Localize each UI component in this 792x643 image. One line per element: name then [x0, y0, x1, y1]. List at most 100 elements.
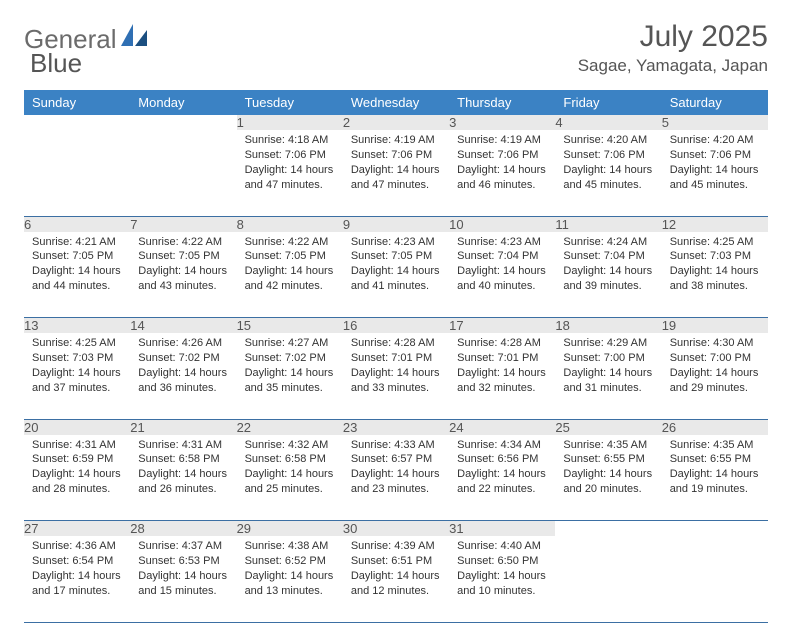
- day-number-cell: 28: [130, 521, 236, 537]
- day-number-cell: [130, 115, 236, 130]
- daylight-line: Daylight: 14 hours and 31 minutes.: [563, 366, 653, 396]
- daylight-line: Daylight: 14 hours and 39 minutes.: [563, 264, 653, 294]
- day-detail-cell: Sunrise: 4:19 AMSunset: 7:06 PMDaylight:…: [343, 130, 449, 216]
- day-detail-cell: Sunrise: 4:29 AMSunset: 7:00 PMDaylight:…: [555, 333, 661, 419]
- sunrise-line: Sunrise: 4:35 AM: [563, 438, 653, 453]
- day-detail-cell: Sunrise: 4:31 AMSunset: 6:59 PMDaylight:…: [24, 435, 130, 521]
- logo-word-2: Blue: [30, 48, 82, 79]
- day-detail-cell: Sunrise: 4:25 AMSunset: 7:03 PMDaylight:…: [24, 333, 130, 419]
- daylight-line: Daylight: 14 hours and 41 minutes.: [351, 264, 441, 294]
- sunset-line: Sunset: 7:04 PM: [457, 249, 547, 264]
- daylight-line: Daylight: 14 hours and 47 minutes.: [245, 163, 335, 193]
- daylight-line: Daylight: 14 hours and 19 minutes.: [670, 467, 760, 497]
- day-detail-cell: Sunrise: 4:18 AMSunset: 7:06 PMDaylight:…: [237, 130, 343, 216]
- day-detail-cell: Sunrise: 4:28 AMSunset: 7:01 PMDaylight:…: [449, 333, 555, 419]
- day-details: Sunrise: 4:23 AMSunset: 7:05 PMDaylight:…: [343, 232, 449, 300]
- sunrise-line: Sunrise: 4:29 AM: [563, 336, 653, 351]
- sunrise-line: Sunrise: 4:33 AM: [351, 438, 441, 453]
- sunset-line: Sunset: 6:59 PM: [32, 452, 122, 467]
- sunset-line: Sunset: 6:52 PM: [245, 554, 335, 569]
- sunrise-line: Sunrise: 4:30 AM: [670, 336, 760, 351]
- day-number-cell: 17: [449, 318, 555, 334]
- daylight-line: Daylight: 14 hours and 23 minutes.: [351, 467, 441, 497]
- day-detail-cell: Sunrise: 4:25 AMSunset: 7:03 PMDaylight:…: [662, 232, 768, 318]
- sunrise-line: Sunrise: 4:34 AM: [457, 438, 547, 453]
- daylight-line: Daylight: 14 hours and 20 minutes.: [563, 467, 653, 497]
- weekday-header: Monday: [130, 90, 236, 115]
- sunrise-line: Sunrise: 4:32 AM: [245, 438, 335, 453]
- daylight-line: Daylight: 14 hours and 36 minutes.: [138, 366, 228, 396]
- weekday-header: Thursday: [449, 90, 555, 115]
- daylight-line: Daylight: 14 hours and 45 minutes.: [563, 163, 653, 193]
- sunrise-line: Sunrise: 4:27 AM: [245, 336, 335, 351]
- day-number-cell: 12: [662, 216, 768, 232]
- day-detail-cell: Sunrise: 4:23 AMSunset: 7:04 PMDaylight:…: [449, 232, 555, 318]
- daylight-line: Daylight: 14 hours and 15 minutes.: [138, 569, 228, 599]
- month-title: July 2025: [578, 20, 768, 54]
- sunrise-line: Sunrise: 4:19 AM: [457, 133, 547, 148]
- calendar-body: 12345Sunrise: 4:18 AMSunset: 7:06 PMDayl…: [24, 115, 768, 622]
- daylight-line: Daylight: 14 hours and 47 minutes.: [351, 163, 441, 193]
- daylight-line: Daylight: 14 hours and 46 minutes.: [457, 163, 547, 193]
- sunset-line: Sunset: 7:05 PM: [138, 249, 228, 264]
- day-details: Sunrise: 4:39 AMSunset: 6:51 PMDaylight:…: [343, 536, 449, 604]
- day-detail-cell: Sunrise: 4:26 AMSunset: 7:02 PMDaylight:…: [130, 333, 236, 419]
- sunrise-line: Sunrise: 4:25 AM: [32, 336, 122, 351]
- sunset-line: Sunset: 6:58 PM: [138, 452, 228, 467]
- sunset-line: Sunset: 7:06 PM: [563, 148, 653, 163]
- day-number-row: 2728293031: [24, 521, 768, 537]
- day-details: Sunrise: 4:26 AMSunset: 7:02 PMDaylight:…: [130, 333, 236, 401]
- daylight-line: Daylight: 14 hours and 13 minutes.: [245, 569, 335, 599]
- day-details: Sunrise: 4:37 AMSunset: 6:53 PMDaylight:…: [130, 536, 236, 604]
- sunset-line: Sunset: 7:00 PM: [670, 351, 760, 366]
- sunset-line: Sunset: 6:56 PM: [457, 452, 547, 467]
- sail-icon: [121, 24, 147, 51]
- weekday-header: Friday: [555, 90, 661, 115]
- day-detail-cell: Sunrise: 4:28 AMSunset: 7:01 PMDaylight:…: [343, 333, 449, 419]
- day-detail-cell: Sunrise: 4:39 AMSunset: 6:51 PMDaylight:…: [343, 536, 449, 622]
- day-number-cell: 15: [237, 318, 343, 334]
- day-number-cell: 11: [555, 216, 661, 232]
- day-number-row: 6789101112: [24, 216, 768, 232]
- sunset-line: Sunset: 7:06 PM: [245, 148, 335, 163]
- day-number-cell: 24: [449, 419, 555, 435]
- day-detail-cell: Sunrise: 4:38 AMSunset: 6:52 PMDaylight:…: [237, 536, 343, 622]
- sunset-line: Sunset: 6:53 PM: [138, 554, 228, 569]
- weekday-header: Tuesday: [237, 90, 343, 115]
- sunrise-line: Sunrise: 4:40 AM: [457, 539, 547, 554]
- day-details: Sunrise: 4:36 AMSunset: 6:54 PMDaylight:…: [24, 536, 130, 604]
- day-number-cell: [24, 115, 130, 130]
- day-number-cell: 13: [24, 318, 130, 334]
- day-detail-cell: Sunrise: 4:30 AMSunset: 7:00 PMDaylight:…: [662, 333, 768, 419]
- day-detail-cell: Sunrise: 4:31 AMSunset: 6:58 PMDaylight:…: [130, 435, 236, 521]
- sunset-line: Sunset: 7:06 PM: [457, 148, 547, 163]
- day-number-cell: [555, 521, 661, 537]
- daylight-line: Daylight: 14 hours and 45 minutes.: [670, 163, 760, 193]
- day-detail-cell: Sunrise: 4:22 AMSunset: 7:05 PMDaylight:…: [130, 232, 236, 318]
- daylight-line: Daylight: 14 hours and 42 minutes.: [245, 264, 335, 294]
- day-details: Sunrise: 4:31 AMSunset: 6:58 PMDaylight:…: [130, 435, 236, 503]
- day-details: Sunrise: 4:27 AMSunset: 7:02 PMDaylight:…: [237, 333, 343, 401]
- sunset-line: Sunset: 7:02 PM: [138, 351, 228, 366]
- day-detail-cell: Sunrise: 4:24 AMSunset: 7:04 PMDaylight:…: [555, 232, 661, 318]
- day-detail-cell: [24, 130, 130, 216]
- day-detail-row: Sunrise: 4:21 AMSunset: 7:05 PMDaylight:…: [24, 232, 768, 318]
- day-number-cell: 5: [662, 115, 768, 130]
- day-number-row: 20212223242526: [24, 419, 768, 435]
- day-detail-row: Sunrise: 4:18 AMSunset: 7:06 PMDaylight:…: [24, 130, 768, 216]
- day-details: Sunrise: 4:25 AMSunset: 7:03 PMDaylight:…: [24, 333, 130, 401]
- day-detail-cell: [662, 536, 768, 622]
- daylight-line: Daylight: 14 hours and 37 minutes.: [32, 366, 122, 396]
- day-detail-cell: [555, 536, 661, 622]
- day-number-cell: 21: [130, 419, 236, 435]
- sunrise-line: Sunrise: 4:19 AM: [351, 133, 441, 148]
- day-number-cell: [662, 521, 768, 537]
- sunset-line: Sunset: 7:05 PM: [245, 249, 335, 264]
- sunset-line: Sunset: 7:02 PM: [245, 351, 335, 366]
- daylight-line: Daylight: 14 hours and 44 minutes.: [32, 264, 122, 294]
- day-number-cell: 16: [343, 318, 449, 334]
- day-details: Sunrise: 4:40 AMSunset: 6:50 PMDaylight:…: [449, 536, 555, 604]
- day-number-row: 12345: [24, 115, 768, 130]
- day-details: Sunrise: 4:35 AMSunset: 6:55 PMDaylight:…: [662, 435, 768, 503]
- sunrise-line: Sunrise: 4:31 AM: [32, 438, 122, 453]
